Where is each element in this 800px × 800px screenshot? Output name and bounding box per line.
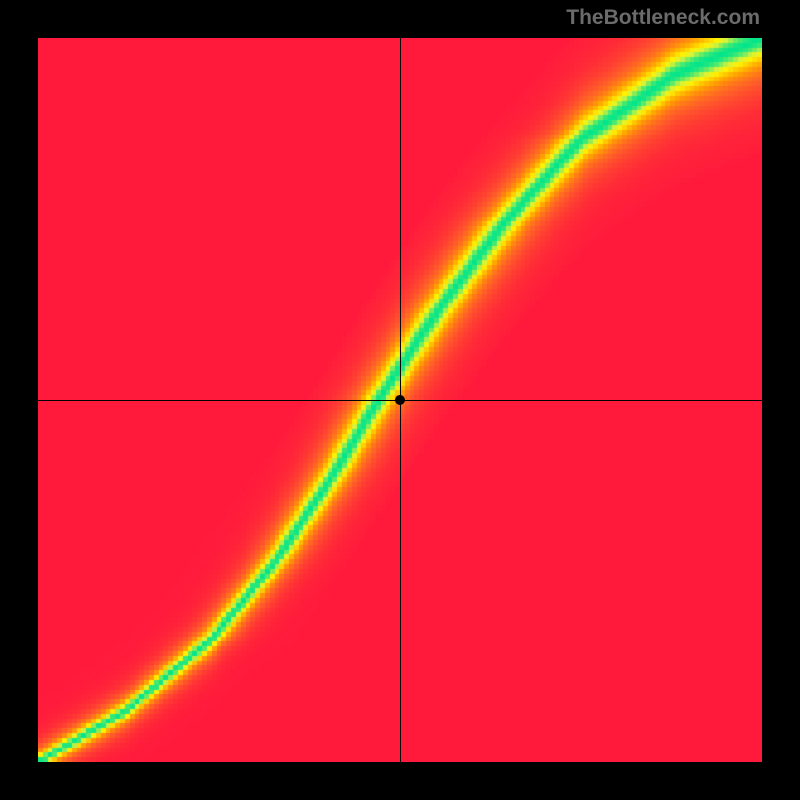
crosshair-horizontal (38, 400, 762, 401)
attribution-text: TheBottleneck.com (566, 6, 760, 30)
heatmap-plot (38, 38, 762, 762)
